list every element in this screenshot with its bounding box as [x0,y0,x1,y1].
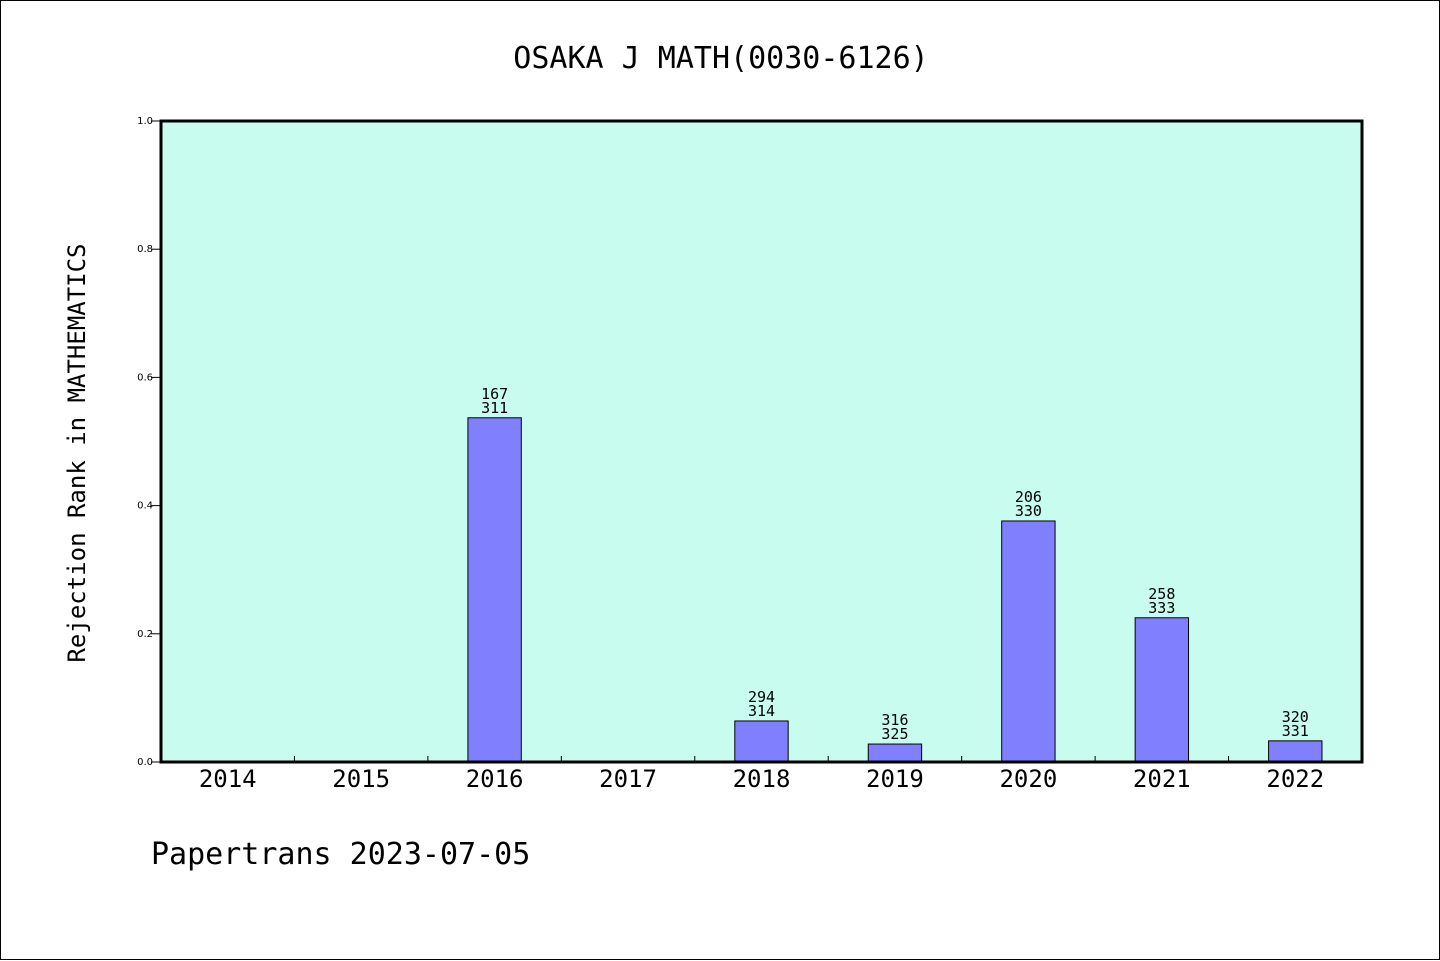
bar-label-denominator: 325 [881,725,908,743]
x-tick-label: 2014 [199,765,257,793]
plot-border [159,119,1364,764]
x-tick-label: 2016 [466,765,524,793]
x-tick-label: 2021 [1133,765,1191,793]
y-tick-label: 0.0 [137,757,153,768]
ticks-layer: 0.0 0.2 0.4 0.6 0.8 1.0 2014 2015 2016 2017 2018 20… [137,116,1324,793]
footer-credit: Papertrans 2023-07-05 [151,837,530,872]
bar-2019 [867,743,923,763]
y-tick-label: 0.2 [137,629,153,640]
x-tick-label: 2019 [866,765,924,793]
bar-label-denominator: 331 [1282,722,1309,740]
y-tick-label: 0.8 [137,244,153,255]
bar-label-numerator: 167 [481,385,508,403]
bar-label-numerator: 320 [1282,708,1309,726]
bar-2020 [1001,520,1056,763]
bar-2016 [467,417,522,763]
bar-label-numerator: 294 [748,688,775,706]
y-axis-label: Rejection Rank in MATHEMATICS [63,243,91,662]
x-tick-label: 2018 [733,765,791,793]
bar-2018 [734,720,789,763]
bar-label-denominator: 333 [1148,599,1175,617]
bar-2022 [1268,740,1323,763]
x-tick-label: 2017 [599,765,657,793]
bar-label-numerator: 258 [1148,585,1175,603]
x-tick-label: 2020 [999,765,1057,793]
chart-title: OSAKA J MATH(0030-6126) [513,41,928,76]
bar-2021 [1134,617,1190,763]
x-tick-label: 2015 [332,765,390,793]
bar-label-numerator: 206 [1015,488,1042,506]
y-tick-label: 0.4 [137,501,153,512]
bar-label-numerator: 316 [881,711,908,729]
y-tick-label: 1.0 [137,116,153,127]
bar-label-denominator: 330 [1015,502,1042,520]
bar-label-denominator: 314 [748,702,775,720]
y-tick-label: 0.6 [137,372,153,383]
x-tick-label: 2022 [1266,765,1324,793]
bar-label-denominator: 311 [481,399,508,417]
